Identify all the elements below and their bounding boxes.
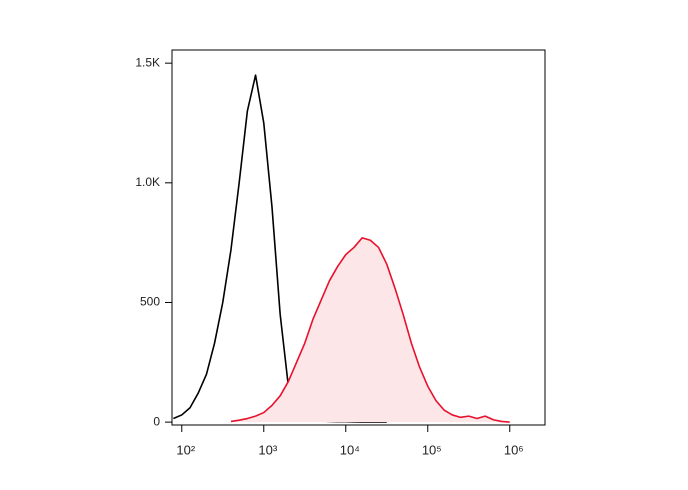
y-tick-label: 1.0K [135, 175, 160, 189]
y-tick-label: 0 [153, 414, 160, 428]
y-tick-label: 500 [140, 295, 160, 309]
plot-frame [171, 49, 546, 426]
y-tick-label: 1.5K [135, 55, 160, 69]
x-tick-label: 10² [176, 442, 195, 457]
x-tick-label: 10⁵ [422, 442, 442, 457]
line [230, 237, 510, 423]
area [230, 237, 510, 423]
x-tick-label: 10³ [258, 442, 277, 457]
x-tick-label: 10⁴ [340, 442, 360, 457]
x-tick-label: 10⁶ [504, 442, 524, 457]
